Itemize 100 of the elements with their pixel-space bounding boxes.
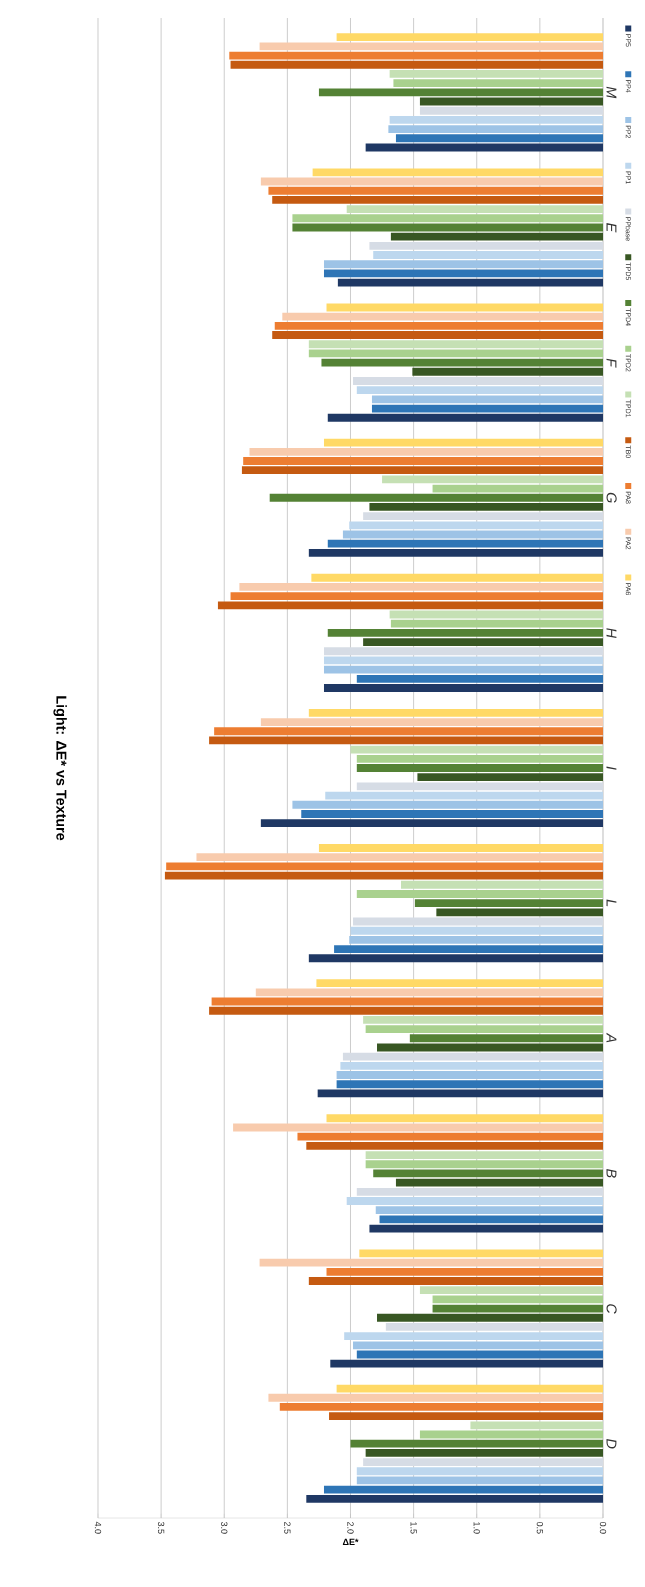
bar	[336, 1080, 603, 1089]
bar	[356, 386, 603, 395]
bar	[241, 466, 603, 475]
bar	[356, 890, 603, 898]
bar	[243, 457, 603, 465]
bar	[321, 358, 603, 367]
x-tick-label: 0.0	[599, 1521, 607, 1534]
bar	[417, 773, 603, 782]
bar	[395, 1178, 603, 1187]
bar	[292, 214, 603, 223]
bar	[349, 521, 603, 530]
bar	[353, 1341, 603, 1350]
x-tick-label: 2.0	[347, 1521, 354, 1534]
bar	[255, 988, 603, 997]
x-tick-label: 3.0	[221, 1521, 228, 1534]
y-tick-label: G	[606, 492, 617, 503]
bar	[389, 115, 603, 124]
bar	[356, 754, 603, 763]
bar	[363, 512, 603, 521]
bar	[327, 628, 603, 637]
bar	[323, 269, 603, 278]
bar	[346, 1197, 603, 1205]
bar	[363, 638, 603, 646]
text: Light: ΔE* vs Texture	[53, 696, 67, 841]
bar	[409, 1034, 603, 1043]
bar	[432, 1295, 603, 1304]
bar	[164, 871, 603, 880]
bar	[260, 819, 603, 828]
bar	[356, 764, 603, 772]
bar	[336, 33, 603, 42]
bar	[269, 493, 603, 502]
bar	[306, 1141, 603, 1150]
bar	[316, 979, 603, 988]
bar	[350, 926, 603, 935]
bar	[356, 1187, 603, 1196]
bar	[196, 853, 603, 862]
bar	[330, 1359, 603, 1368]
bar	[301, 810, 603, 818]
y-tick-label: L	[606, 899, 617, 907]
bar	[436, 908, 603, 917]
bar	[334, 945, 603, 954]
bar	[365, 1151, 603, 1159]
bar	[326, 1114, 603, 1123]
bar	[327, 413, 603, 422]
bar	[259, 42, 603, 51]
y-tick-label: E	[606, 223, 617, 233]
bar	[268, 1393, 603, 1402]
bar	[340, 1061, 603, 1070]
y-tick-label: I	[606, 766, 617, 770]
bar	[350, 1439, 603, 1448]
bar	[382, 475, 603, 484]
bar	[385, 1323, 603, 1331]
bar	[230, 60, 603, 69]
bar	[308, 349, 603, 358]
bar	[350, 745, 603, 754]
bar	[356, 674, 603, 683]
bar	[342, 1052, 603, 1061]
bar	[329, 1412, 603, 1421]
bar	[414, 899, 603, 908]
bar	[268, 186, 603, 195]
bar	[260, 718, 603, 726]
bar	[323, 260, 603, 269]
bar	[363, 1015, 603, 1024]
bar	[412, 367, 603, 376]
bar	[365, 1448, 603, 1457]
bar	[353, 377, 603, 385]
y-tick-label: F	[606, 358, 617, 368]
bar	[327, 539, 603, 548]
x-tick-label: 0.5	[536, 1521, 544, 1534]
y-tick-label: A	[606, 1032, 617, 1043]
bar	[336, 1071, 603, 1079]
bar	[209, 1006, 603, 1015]
bar	[365, 1160, 603, 1169]
bar	[393, 79, 603, 88]
bar	[214, 727, 603, 736]
bar	[365, 1025, 603, 1034]
bar	[349, 935, 603, 944]
bar	[356, 782, 603, 791]
bar	[297, 1132, 603, 1141]
bar	[272, 195, 603, 204]
bar	[419, 106, 603, 115]
bar	[239, 583, 603, 591]
bar	[325, 791, 603, 800]
bar	[379, 1215, 603, 1224]
bar	[363, 1458, 603, 1466]
bar	[323, 684, 603, 692]
bar	[217, 601, 603, 610]
bar	[308, 548, 603, 557]
bar	[344, 1332, 603, 1341]
y-tick-label: B	[606, 1169, 617, 1178]
bar	[388, 125, 603, 133]
bar	[323, 665, 603, 674]
bar	[292, 800, 603, 809]
bar	[377, 1313, 603, 1322]
bar	[373, 251, 603, 259]
bar	[395, 134, 603, 143]
bar	[390, 232, 603, 241]
bar	[274, 321, 603, 330]
bar	[308, 1277, 603, 1285]
bar	[419, 1286, 603, 1295]
